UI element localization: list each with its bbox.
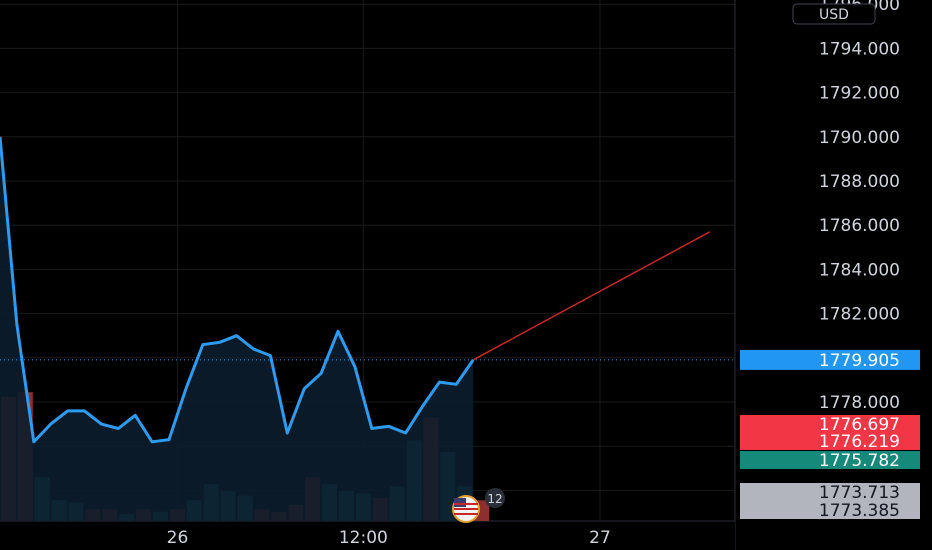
currency-label: USD [819,7,849,23]
price-tick-label: 1786.000 [819,216,900,236]
time-axis[interactable]: 26 12:00 27 [0,522,735,550]
price-label-bg [740,451,920,469]
currency-button-frame [792,3,876,25]
price-label: 1775.782 [819,451,900,471]
flag-canton [454,498,466,507]
price-tick-label: 1790.000 [819,128,900,148]
time-tick-label: 26 [167,528,189,548]
price-label: 1773.713 [819,483,900,503]
time-tick-label: 27 [589,528,611,548]
price-label-bg [740,432,920,450]
projection-line[interactable] [472,231,711,361]
price-tick-label: 1778.000 [819,393,900,413]
price-tick-label: 1788.000 [819,172,900,192]
price-tick-label: 1794.000 [819,39,900,59]
price-label: 1776.219 [819,432,900,452]
time-axis-background [0,522,735,550]
price-label: 1776.697 [819,415,900,435]
price-tick-label: 1782.000 [819,305,900,325]
last-price-label: 1779.905 [819,351,900,371]
event-count: 12 [487,492,502,506]
price-axis[interactable]: 1796.0001794.0001792.0001790.0001788.000… [740,0,920,521]
flag-stripe [454,508,478,510]
time-tick-label: 12:00 [339,528,388,548]
price-line[interactable] [0,136,475,444]
price-area-fill [0,136,474,522]
price-tick-label: 1784.000 [819,260,900,280]
last-price-label-bg [740,349,920,370]
price-tick-label: 1792.000 [819,84,900,104]
price-label-bg [740,483,920,501]
currency-button[interactable]: USD [792,3,876,25]
event-badge[interactable]: 12 [452,488,505,523]
flag-stripe [454,503,478,505]
event-count-badge [485,488,505,508]
price-label-bg [740,501,920,519]
price-label-bg [740,415,920,433]
flag-stripe [454,513,478,515]
price-label: 1773.385 [819,501,900,521]
